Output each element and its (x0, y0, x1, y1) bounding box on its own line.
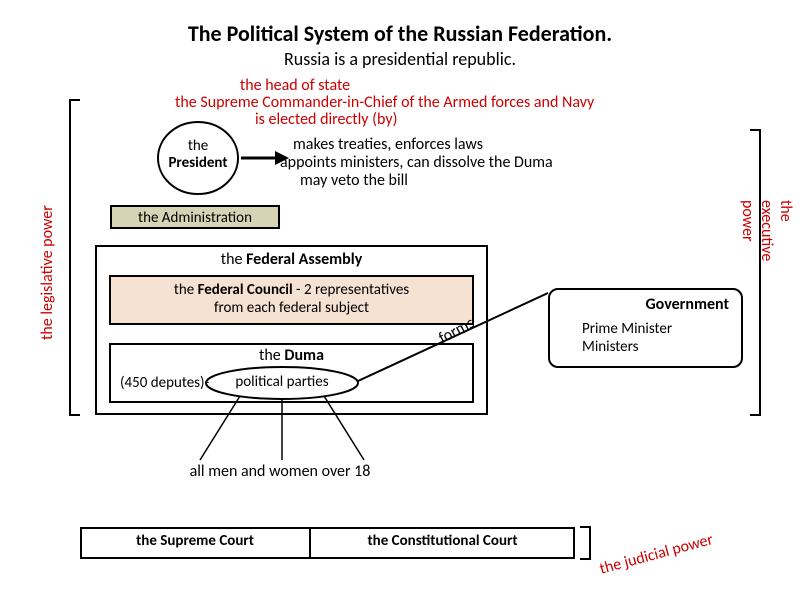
council-pre: the (174, 281, 198, 299)
assembly-bold: Federal Assembly (246, 250, 362, 269)
executive-power-label: the executive power (738, 200, 795, 261)
council-bold: Federal Council (198, 281, 293, 299)
duma-bold: Duma (284, 346, 324, 365)
voters-label: all men and women over 18 (120, 462, 440, 481)
government-box: Government Prime Minister Ministers (548, 288, 743, 368)
constitutional-court-label: the Constitutional Court (310, 532, 575, 550)
assembly-pre: the (221, 250, 246, 269)
government-ministers: Ministers (562, 338, 729, 356)
government-pm: Prime Minister (562, 320, 729, 338)
duma-pre: the (259, 346, 284, 365)
duma-deputes: (450 deputes)- (120, 374, 209, 392)
federal-assembly-title: the Federal Assembly (95, 250, 488, 269)
council-rest: - 2 representatives (293, 281, 410, 299)
president-the: the (188, 137, 208, 155)
political-parties-label: political parties (206, 373, 358, 391)
government-title: Government (562, 295, 729, 314)
president-label: President (168, 154, 227, 172)
president-node: the President (158, 138, 238, 173)
duma-title: the Duma (109, 346, 474, 365)
council-line2: from each federal subject (214, 299, 369, 317)
federal-council-box: the Federal Council - 2 representatives … (109, 275, 474, 325)
legislative-power-label: the legislative power (38, 205, 57, 340)
supreme-court-label: the Supreme Court (80, 532, 310, 550)
administration-box: the Administration (110, 205, 280, 229)
